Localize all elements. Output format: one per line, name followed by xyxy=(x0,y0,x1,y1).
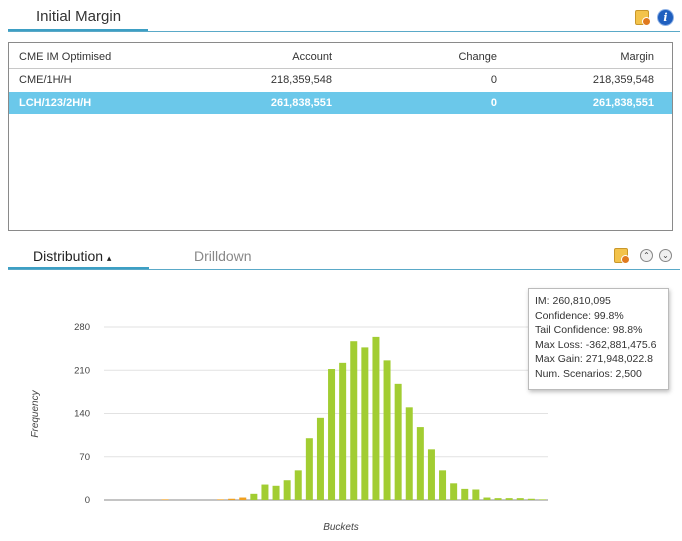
cell-margin: 261,838,551 xyxy=(592,97,654,109)
column-header-account[interactable]: Account xyxy=(292,51,332,63)
dropdown-triangle-icon: ▴ xyxy=(106,253,112,263)
histogram-bar[interactable] xyxy=(361,347,369,500)
column-header-name[interactable]: CME IM Optimised xyxy=(19,51,112,63)
tab-drilldown[interactable]: Drilldown xyxy=(194,248,252,264)
tooltip-im: IM: 260,810,095 xyxy=(535,295,611,307)
y-tick-label: 0 xyxy=(85,495,90,506)
column-header-change[interactable]: Change xyxy=(458,51,497,63)
table-row-selected[interactable]: LCH/123/2H/H 261,838,551 0 261,838,551 xyxy=(9,92,672,114)
histogram-bar[interactable] xyxy=(305,438,313,500)
cell-change: 0 xyxy=(490,97,497,109)
table-row[interactable]: CME/1H/H 218,359,548 0 218,359,548 xyxy=(9,69,672,91)
histogram-bar[interactable] xyxy=(439,470,447,500)
export-icon[interactable] xyxy=(635,10,651,26)
histogram-bar[interactable] xyxy=(461,488,469,500)
active-tab-underline xyxy=(8,267,149,270)
histogram-bar[interactable] xyxy=(261,484,269,500)
histogram-bar[interactable] xyxy=(450,483,458,500)
histogram-bar[interactable] xyxy=(427,449,435,500)
histogram-bar[interactable] xyxy=(272,485,280,500)
histogram-bar[interactable] xyxy=(538,499,546,500)
distribution-chart: 0 70 140 210 280 Buckets Frequency xyxy=(30,322,548,533)
tooltip-num-scenarios: Num. Scenarios: 2,500 xyxy=(535,367,642,380)
cell-account: 218,359,548 xyxy=(270,74,332,86)
y-tick-label: 140 xyxy=(74,409,90,420)
column-header-margin[interactable]: Margin xyxy=(620,51,654,63)
histogram-bar[interactable] xyxy=(339,362,347,500)
histogram-bar[interactable] xyxy=(228,498,236,500)
histogram-bar[interactable] xyxy=(516,498,524,500)
histogram-bar[interactable] xyxy=(483,497,491,500)
histogram-bar[interactable] xyxy=(161,499,169,500)
tooltip-confidence: Confidence: 99.8% xyxy=(535,309,624,322)
histogram-bar[interactable] xyxy=(239,497,247,500)
histogram-bar[interactable] xyxy=(217,499,225,500)
tooltip-max-loss: Max Loss: -362,881,475.6 xyxy=(535,338,657,351)
table-header-row: CME IM Optimised Account Change Margin xyxy=(9,46,672,69)
header-divider xyxy=(8,31,680,32)
info-icon[interactable]: i xyxy=(658,10,673,25)
chart-gridlines xyxy=(104,326,548,501)
tabs-divider xyxy=(8,269,680,270)
y-tick-label: 210 xyxy=(74,365,90,376)
y-axis-title: Frequency xyxy=(30,389,41,437)
y-axis-tick-labels: 0 70 140 210 280 xyxy=(74,322,90,506)
chart-tooltip: IM: 260,810,095 Confidence: 99.8% Tail C… xyxy=(528,288,669,390)
histogram-bar[interactable] xyxy=(527,498,535,500)
cell-account: 261,838,551 xyxy=(270,97,332,109)
tab-distribution[interactable]: Distribution ▴ xyxy=(33,248,111,264)
chart-bars xyxy=(161,336,546,500)
x-axis-title: Buckets xyxy=(323,522,359,533)
histogram-bar[interactable] xyxy=(405,407,413,500)
histogram-bar[interactable] xyxy=(283,480,291,500)
expand-down-icon[interactable]: ⌄ xyxy=(659,249,672,262)
y-tick-label: 280 xyxy=(74,322,90,333)
histogram-bar[interactable] xyxy=(394,383,402,500)
histogram-bar[interactable] xyxy=(383,360,391,500)
histogram-bar[interactable] xyxy=(316,417,324,500)
histogram-bar[interactable] xyxy=(328,369,336,500)
cell-name: CME/1H/H xyxy=(19,74,72,86)
collapse-up-icon[interactable]: ⌃ xyxy=(640,249,653,262)
histogram-bar[interactable] xyxy=(472,489,480,500)
cell-change: 0 xyxy=(490,74,497,86)
histogram-bar[interactable] xyxy=(250,493,258,500)
histogram-bar[interactable] xyxy=(416,427,424,500)
margin-table: CME IM Optimised Account Change Margin C… xyxy=(8,42,673,231)
tooltip-tail-confidence: Tail Confidence: 98.8% xyxy=(535,324,643,337)
histogram-bar[interactable] xyxy=(350,341,358,500)
tab-distribution-label: Distribution xyxy=(33,248,104,264)
histogram-bar[interactable] xyxy=(505,498,513,500)
title-underline xyxy=(8,29,148,32)
cell-margin: 218,359,548 xyxy=(592,74,654,86)
histogram-bar[interactable] xyxy=(372,336,380,500)
tooltip-max-gain: Max Gain: 271,948,022.8 xyxy=(535,353,653,366)
initial-margin-title: Initial Margin xyxy=(36,8,122,25)
histogram-bar[interactable] xyxy=(494,498,502,500)
y-tick-label: 70 xyxy=(79,452,90,463)
export-icon[interactable] xyxy=(614,248,630,264)
histogram-bar[interactable] xyxy=(294,470,302,500)
cell-name: LCH/123/2H/H xyxy=(19,97,92,109)
